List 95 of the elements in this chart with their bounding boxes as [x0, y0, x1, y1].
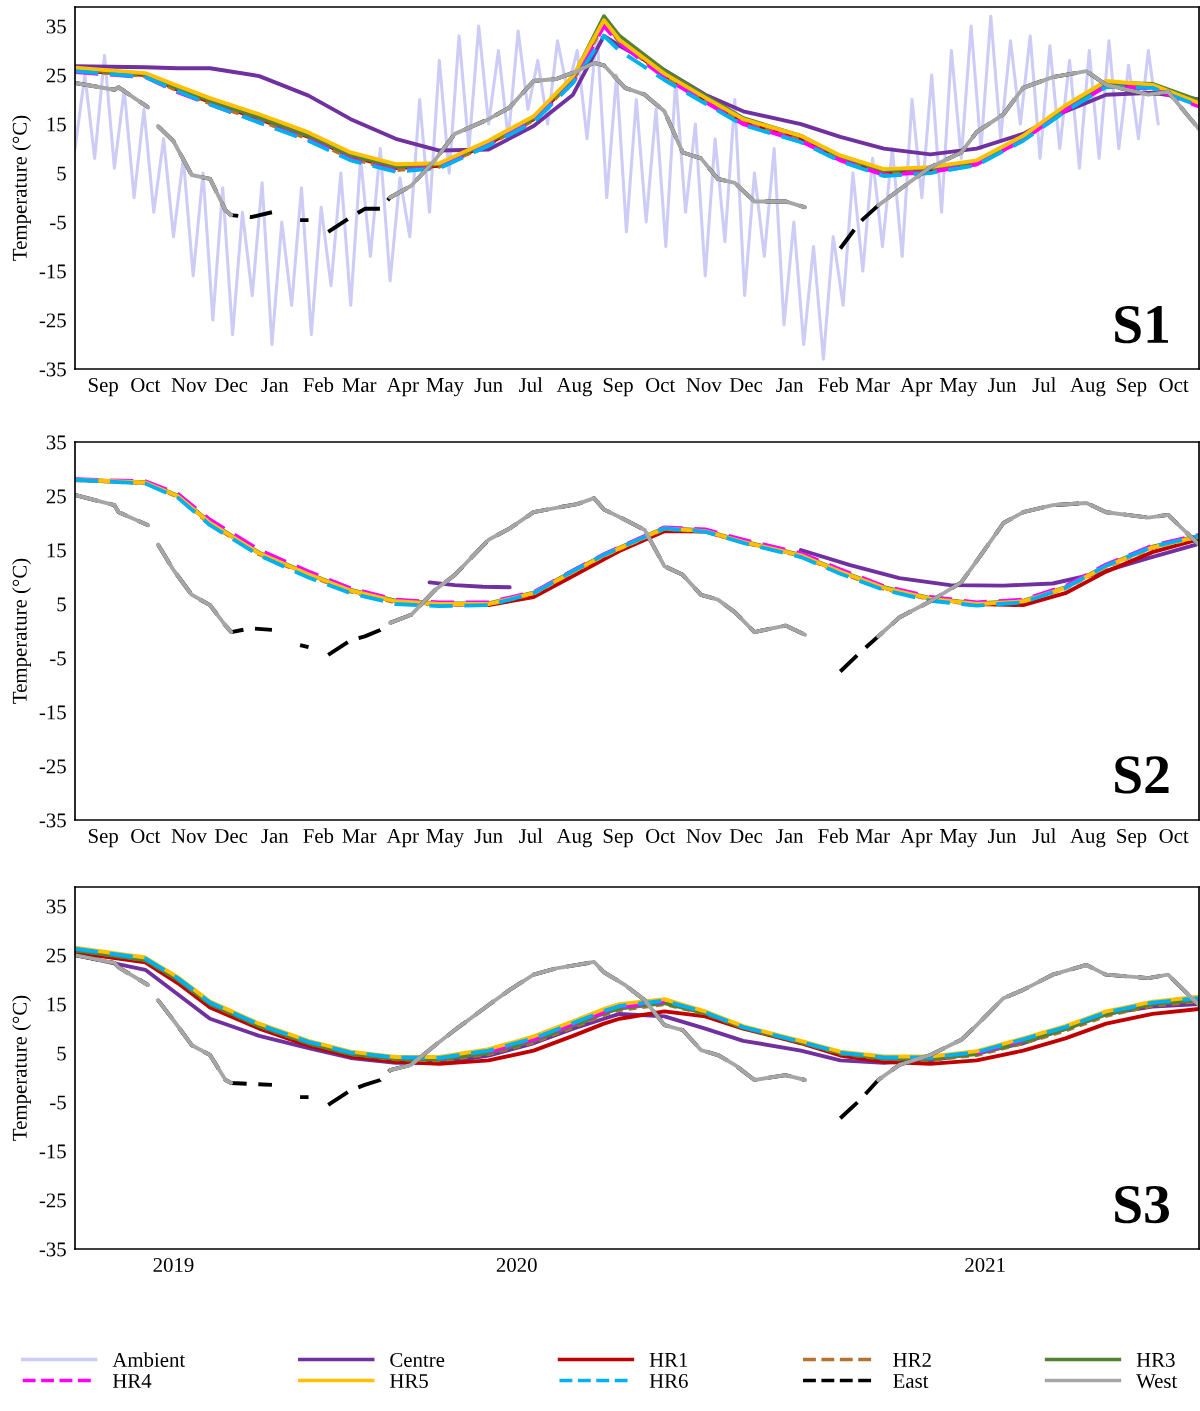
x-tick-label: Oct: [131, 828, 161, 843]
x-tick-label: Jul: [1032, 828, 1056, 843]
y-tick-label: 5: [57, 597, 66, 612]
x-tick-label: Oct: [646, 828, 676, 843]
x-tick-label: Feb: [818, 377, 849, 392]
x-tick-label: Jun: [988, 378, 1017, 392]
y-axis-title: Temperature (°C): [12, 995, 31, 1141]
x-tick-label: Feb: [818, 828, 849, 843]
x-tick-label: Jan: [776, 829, 804, 843]
y-tick-label: 25: [46, 489, 66, 504]
x-tick-label: Aug: [556, 377, 592, 397]
x-tick-label: Feb: [303, 377, 334, 392]
x-tick-label: Nov: [686, 378, 722, 392]
y-axis-title: Temperature (°C): [12, 558, 31, 704]
legend-label: HR3: [1136, 1352, 1175, 1367]
x-tick-label: Feb: [303, 828, 334, 843]
y-tick-label: 15: [47, 543, 66, 558]
legend-label: HR1: [649, 1352, 688, 1367]
y-tick-label: 35: [46, 19, 66, 34]
x-tick-label: Aug: [1070, 828, 1106, 848]
x-tick-label: Oct: [1159, 377, 1189, 392]
annotation: S3: [1115, 1185, 1169, 1224]
x-tick-label: Sep: [88, 377, 118, 397]
y-tick-label: 15: [47, 117, 66, 132]
legend-label: East: [893, 1374, 929, 1389]
x-tick-label: Apr: [900, 829, 933, 848]
x-tick-label: Jan: [776, 378, 804, 392]
y-tick-label: -15: [39, 1144, 66, 1159]
y-tick-label: -5: [50, 651, 66, 666]
x-tick-label: Apr: [386, 829, 419, 848]
x-tick-label: Mar: [855, 378, 890, 392]
x-tick-label: Apr: [386, 378, 419, 397]
x-tick-label: Aug: [1070, 377, 1106, 397]
x-tick-label: Jun: [988, 829, 1017, 843]
x-tick-label: Oct: [1159, 828, 1189, 843]
x-tick-label: Jun: [474, 378, 503, 392]
y-tick-label: -15: [39, 264, 66, 279]
x-tick-label: Sep: [1117, 377, 1147, 397]
y-tick-label: -5: [50, 1095, 66, 1110]
x-tick-label: Mar: [342, 829, 377, 843]
x-tick-label: Sep: [603, 828, 633, 848]
x-tick-label: Jan: [261, 378, 289, 392]
x-tick-label: 2020: [496, 1257, 537, 1272]
y-tick-label: -5: [50, 215, 66, 230]
y-tick-label: -35: [39, 1242, 66, 1257]
legend-label: Ambient: [112, 1352, 186, 1367]
x-tick-label: Jun: [474, 829, 503, 843]
y-tick-label: 25: [46, 68, 66, 83]
x-tick-label: Dec: [214, 378, 248, 392]
y-tick-label: -25: [39, 313, 66, 328]
x-tick-label: Mar: [342, 378, 377, 392]
x-tick-label: Dec: [729, 378, 763, 392]
x-tick-label: Jul: [1032, 377, 1056, 392]
legend-label: HR5: [389, 1374, 428, 1389]
x-tick-label: May: [939, 378, 978, 397]
legend-label: West: [1136, 1374, 1178, 1389]
x-tick-label: Oct: [646, 377, 676, 392]
x-tick-label: Sep: [88, 828, 118, 848]
y-tick-label: -25: [39, 1193, 66, 1208]
annotation: S1: [1115, 305, 1169, 344]
x-tick-label: 2019: [153, 1257, 194, 1272]
x-tick-label: Dec: [214, 829, 248, 843]
y-tick-label: 35: [46, 435, 66, 450]
x-tick-label: Sep: [603, 377, 633, 397]
x-tick-label: Nov: [171, 378, 207, 392]
y-tick-label: 35: [46, 899, 66, 914]
legend-label: Centre: [390, 1352, 445, 1367]
y-axis-title: Temperature (°C): [12, 115, 31, 261]
x-tick-label: May: [939, 829, 978, 848]
y-tick-label: 5: [57, 166, 66, 181]
x-tick-label: Oct: [131, 377, 161, 392]
legend-label: HR6: [649, 1374, 688, 1389]
x-tick-label: Jul: [519, 377, 543, 392]
x-tick-label: May: [426, 829, 464, 848]
y-tick-label: -35: [39, 813, 66, 828]
x-tick-label: Apr: [900, 378, 933, 397]
annotation: S2: [1115, 756, 1169, 794]
x-tick-label: Sep: [1117, 828, 1147, 848]
x-tick-label: Nov: [686, 829, 722, 843]
y-tick-label: 5: [57, 1046, 66, 1061]
legend-label: HR4: [112, 1374, 152, 1388]
y-tick-label: 25: [46, 948, 66, 963]
x-tick-label: Mar: [855, 829, 890, 843]
x-tick-label: Jul: [519, 828, 543, 843]
x-tick-label: May: [426, 378, 464, 397]
y-tick-label: -25: [39, 759, 66, 774]
x-tick-label: Aug: [556, 828, 592, 848]
y-tick-label: 15: [47, 997, 66, 1012]
legend-label: HR2: [893, 1352, 931, 1367]
y-tick-label: -15: [39, 705, 66, 720]
x-tick-label: 2021: [965, 1257, 1005, 1272]
x-tick-label: Jan: [261, 829, 289, 843]
x-tick-label: Nov: [171, 829, 207, 843]
y-tick-label: -35: [39, 362, 66, 377]
x-tick-label: Dec: [729, 829, 763, 843]
